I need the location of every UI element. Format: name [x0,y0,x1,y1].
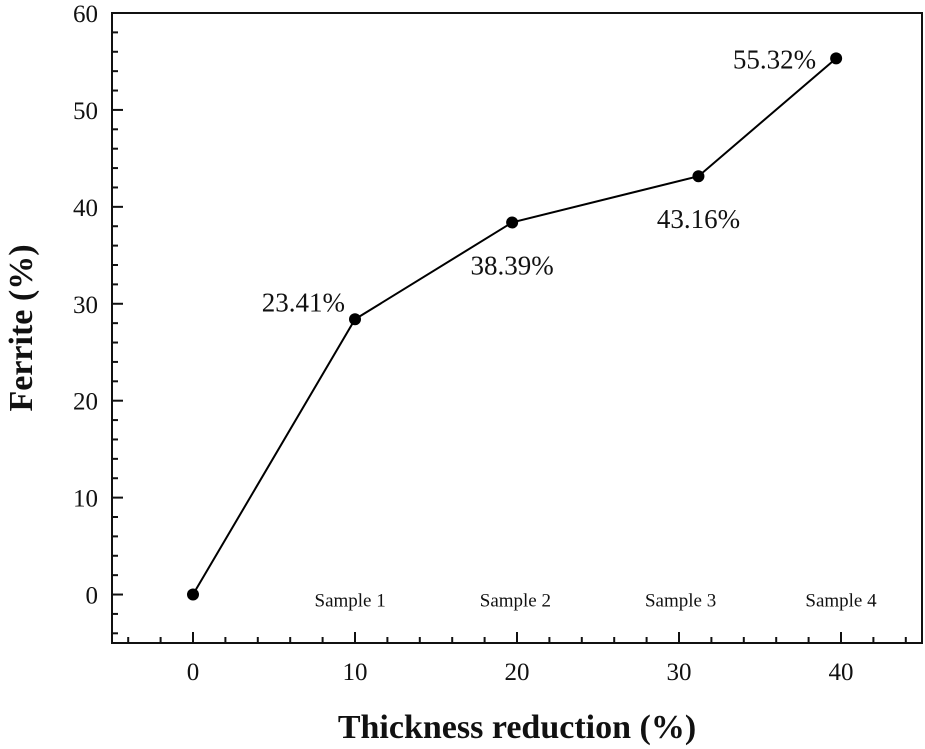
data-point [506,216,519,229]
y-tick-label: 50 [73,98,98,125]
plot-frame [111,12,923,644]
y-tick-label: 40 [73,195,98,222]
sample-label: Sample 3 [645,591,716,612]
x-tick-label: 40 [829,659,854,686]
sample-label: Sample 4 [805,591,877,612]
data-point [187,588,199,601]
y-tick-label: 60 [73,1,98,28]
series-line [192,57,837,596]
data-point [692,170,705,183]
data-label: 43.16% [657,204,740,234]
y-tick-label: 20 [73,389,98,416]
x-axis-label: Thickness reduction (%) [338,709,696,746]
y-tick-label: 0 [86,583,99,610]
x-tick-label: 10 [343,659,368,686]
data-point [349,313,361,326]
sample-label: Sample 1 [315,591,386,612]
y-tick-label: 30 [73,292,98,319]
data-label: 23.41% [262,287,345,317]
x-tick-label: 0 [187,659,200,686]
y-tick-label: 10 [73,486,98,513]
x-tick-label: 30 [667,659,692,686]
data-label: 55.32% [733,44,816,74]
x-tick-label: 20 [505,659,530,686]
y-axis-label: Ferrite (%) [3,244,40,411]
data-label: 38.39% [471,250,554,280]
data-point [830,52,843,65]
sample-label: Sample 2 [480,591,551,612]
